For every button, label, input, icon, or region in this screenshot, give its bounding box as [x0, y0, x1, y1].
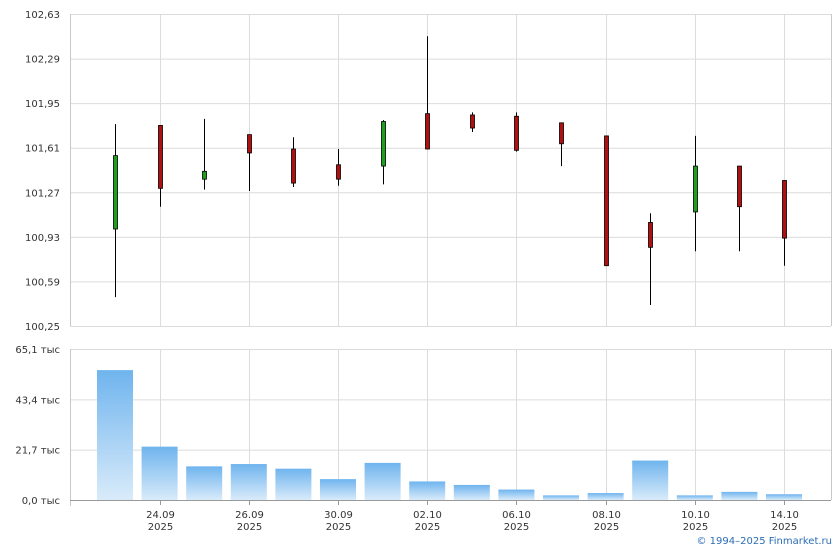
date-axis: 24.09202526.09202530.09202502.10202506.1… — [70, 500, 831, 533]
price-axis: 102,63 102,29 101,95 101,61 101,27 100,93 100,… — [25, 10, 60, 333]
volume-bar — [364, 462, 401, 500]
date-tick-year: 2025 — [148, 522, 173, 533]
candle — [737, 165, 742, 252]
date-tick-label: 30.09 — [324, 510, 353, 521]
candle-body-down — [648, 222, 653, 248]
price-grid — [70, 14, 832, 327]
volume-bar — [587, 493, 624, 500]
candle — [782, 180, 787, 266]
candle-body-up — [202, 170, 207, 180]
candle — [693, 135, 698, 252]
candle-body-down — [247, 134, 252, 154]
candle-body-down — [782, 180, 787, 239]
date-tick-year: 2025 — [415, 522, 440, 533]
candlestick-series — [113, 36, 787, 306]
date-tick-label: 08.10 — [592, 510, 621, 521]
candle-body-down — [336, 164, 341, 180]
candle-body-down — [604, 135, 609, 267]
volume-tick-label: 0,0 тыс — [22, 496, 60, 507]
date-tick-year: 2025 — [504, 522, 529, 533]
volume-bar — [186, 466, 223, 500]
price-tick-label: 100,59 — [25, 277, 60, 288]
candle-body-down — [514, 115, 519, 151]
candle — [425, 36, 430, 150]
candle-body-up — [693, 165, 698, 213]
volume-bar — [453, 484, 490, 500]
candle-body-up — [381, 121, 386, 167]
volume-bar — [409, 481, 446, 500]
date-tick-label: 06.10 — [502, 510, 531, 521]
candle-body-down — [425, 113, 430, 150]
date-tick-label: 26.09 — [235, 510, 264, 521]
candle — [247, 134, 252, 191]
candle-body-down — [158, 125, 163, 189]
price-tick-label: 102,29 — [25, 55, 60, 66]
volume-series — [97, 370, 802, 500]
date-tick-year: 2025 — [237, 522, 262, 533]
price-tick-label: 101,95 — [25, 99, 60, 110]
candle — [648, 213, 653, 306]
volume-bar — [543, 495, 579, 500]
candle — [381, 120, 386, 185]
candle — [514, 112, 519, 152]
volume-bar — [766, 494, 802, 500]
volume-grid — [70, 349, 832, 506]
date-tick-year: 2025 — [683, 522, 708, 533]
volume-bar — [498, 489, 535, 500]
volume-tick-label: 65,1 тыс — [15, 345, 60, 356]
candle — [559, 122, 564, 167]
volume-bar — [230, 464, 267, 500]
candle — [202, 118, 207, 190]
date-tick-label: 02.10 — [413, 510, 442, 521]
candle — [336, 149, 341, 186]
candle — [604, 135, 609, 267]
volume-bar — [320, 479, 356, 500]
volume-bar — [721, 491, 758, 500]
volume-bar — [141, 446, 178, 500]
date-tick-year: 2025 — [326, 522, 351, 533]
candle — [291, 137, 296, 188]
price-tick-label: 100,25 — [25, 322, 60, 333]
date-tick-label: 14.10 — [770, 510, 799, 521]
volume-bar — [97, 370, 133, 500]
candle — [158, 125, 163, 207]
candle-body-up — [113, 155, 118, 230]
price-tick-label: 101,27 — [25, 188, 60, 199]
candle-body-down — [470, 114, 475, 129]
price-tick-label: 101,61 — [25, 144, 60, 155]
date-tick-year: 2025 — [594, 522, 619, 533]
date-tick-year: 2025 — [772, 522, 797, 533]
date-tick-label: 24.09 — [146, 510, 175, 521]
candle — [113, 124, 118, 298]
volume-bar — [632, 460, 669, 500]
price-tick-label: 102,63 — [25, 10, 60, 21]
candle-body-down — [559, 122, 564, 145]
copyright-text[interactable]: © 1994–2025 Finmarket.ru — [696, 536, 832, 547]
price-tick-label: 100,93 — [25, 233, 60, 244]
volume-tick-label: 21,7 тыс — [15, 446, 60, 457]
candle — [470, 112, 475, 132]
volume-bar — [676, 495, 713, 500]
candle-body-down — [737, 165, 742, 208]
candle-body-down — [291, 148, 296, 184]
date-tick-label: 10.10 — [681, 510, 710, 521]
volume-axis: 65,1 тыс 43,4 тыс 21,7 тыс 0,0 тыс — [15, 345, 60, 507]
volume-tick-label: 43,4 тыс — [15, 395, 60, 406]
volume-bar — [275, 468, 312, 500]
